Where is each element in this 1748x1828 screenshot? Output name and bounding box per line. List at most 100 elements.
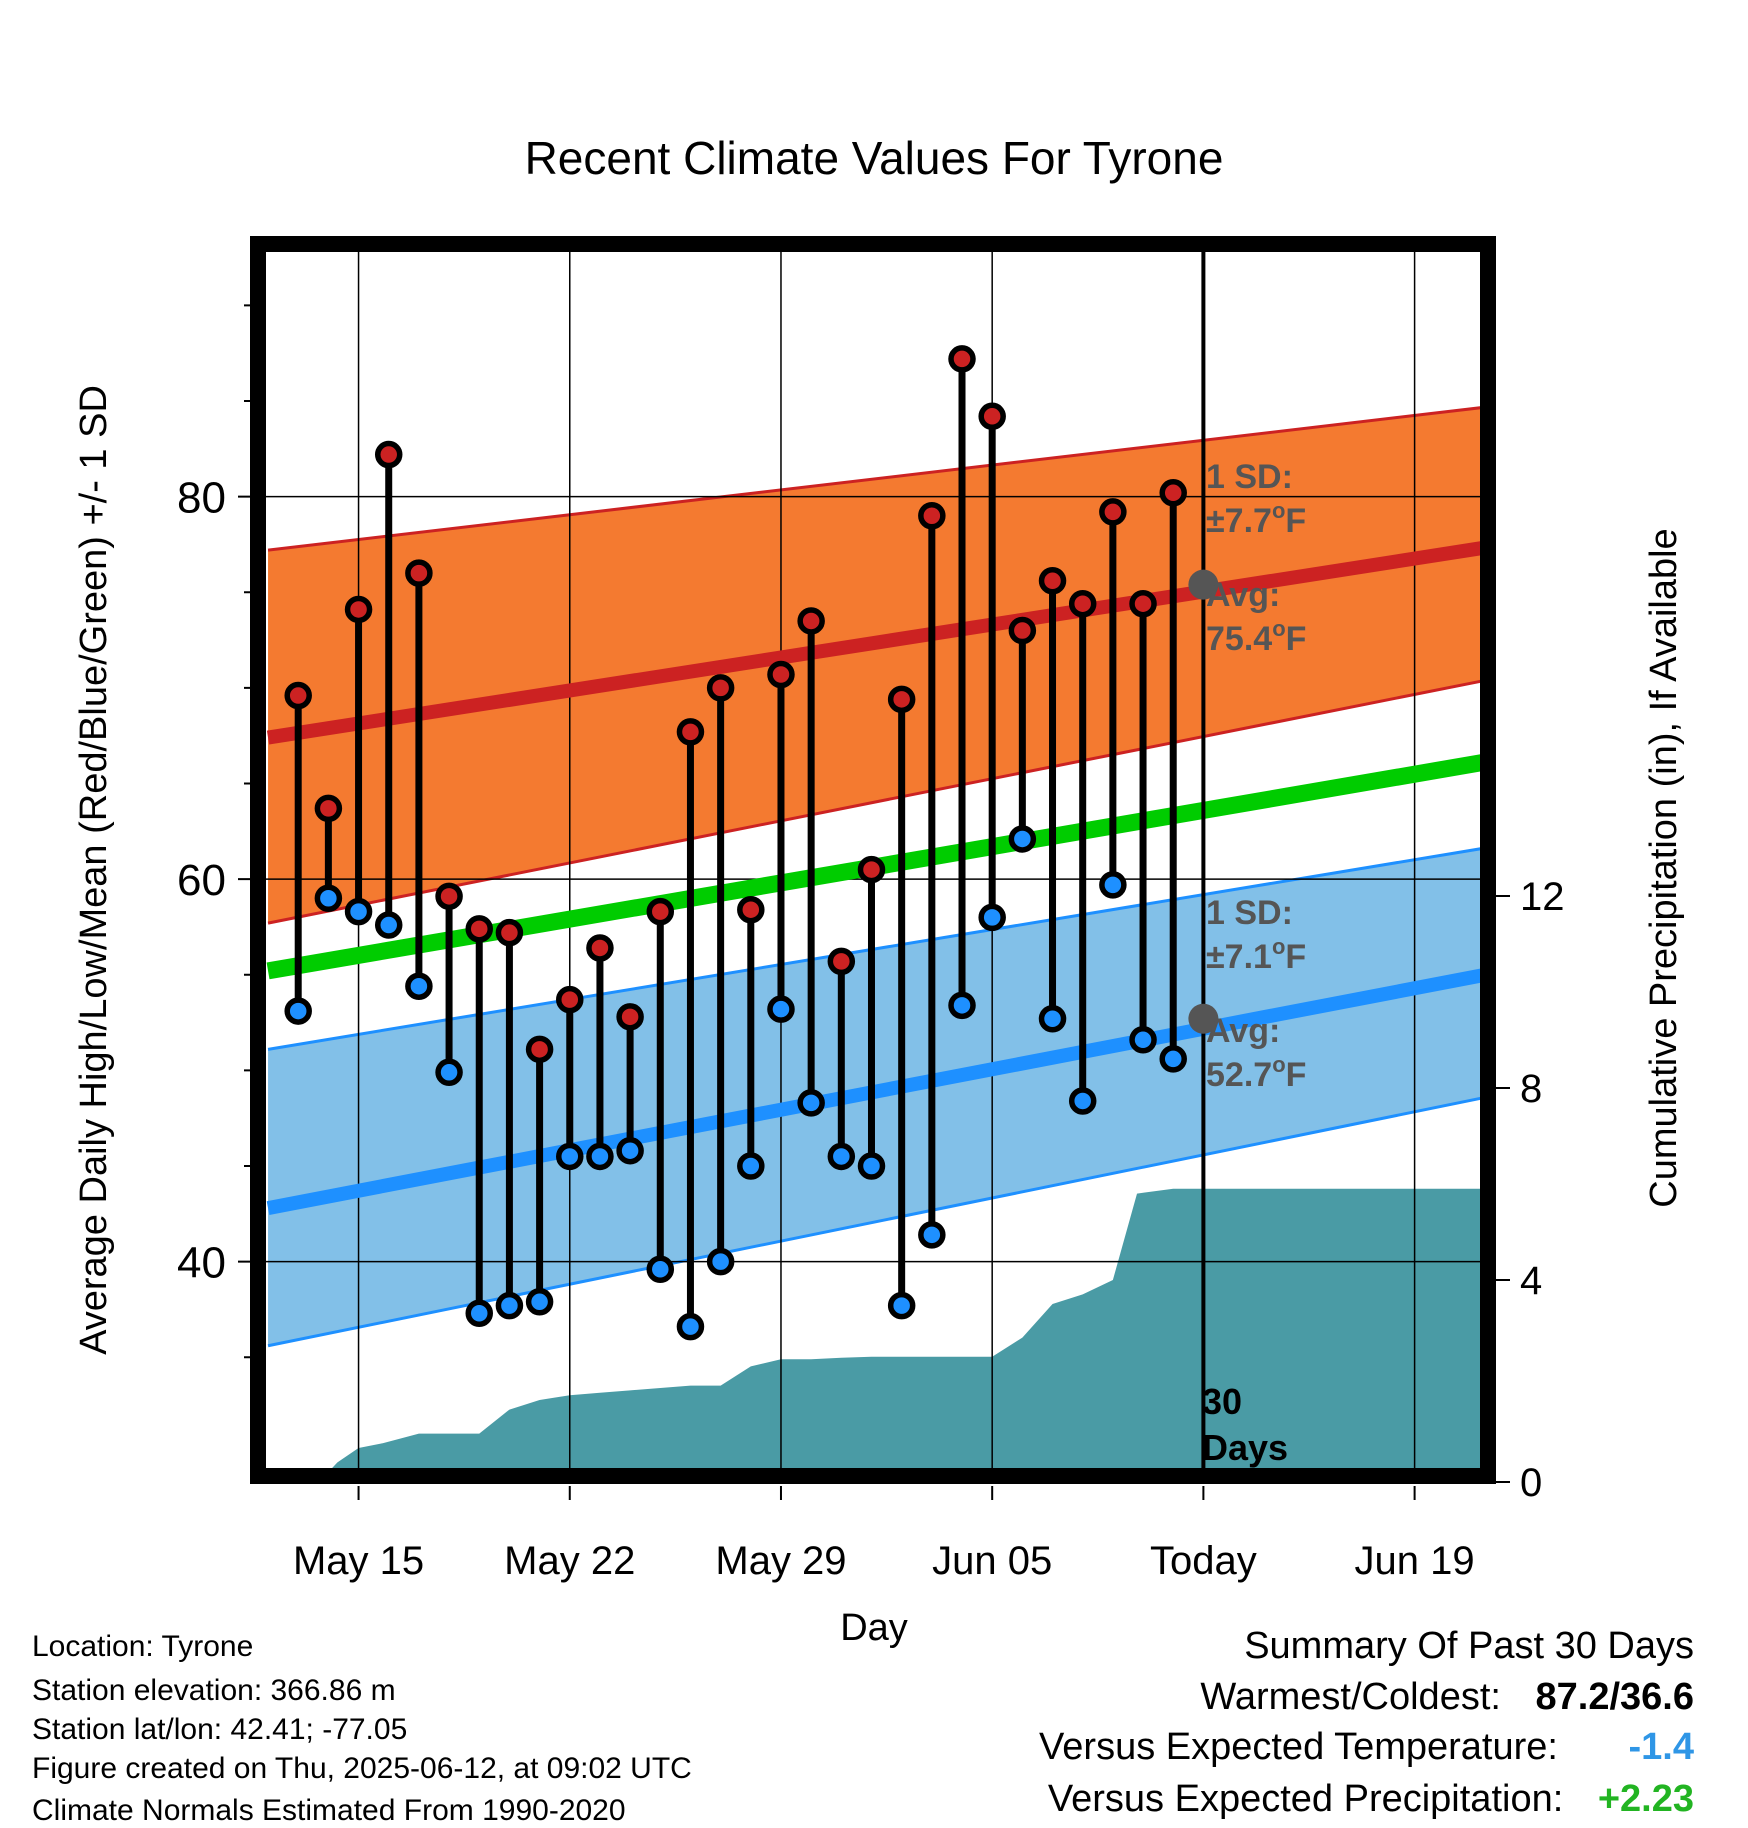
daily-high-point — [435, 882, 463, 911]
summary-precip-label: Versus Expected Precipitation: — [1047, 1778, 1564, 1820]
low-normal-line — [266, 967, 1484, 1215]
daily-low-point — [1129, 1026, 1157, 1054]
x-tick-label: May 15 — [293, 1539, 424, 1583]
high-annotation: 1 SD: ±7.7oF Avg: 75.4oF — [1206, 458, 1306, 658]
daily-low-point — [556, 1142, 584, 1171]
high-band-upper-edge — [267, 405, 1484, 552]
summary-precip: Versus Expected Precipitation: +2.23 — [1048, 1780, 1694, 1818]
info-created: Figure created on Thu, 2025-06-12, at 09… — [32, 1752, 692, 1785]
daily-high-point — [676, 718, 705, 746]
daily-high-point — [827, 947, 856, 976]
daily-high-point — [706, 674, 735, 702]
daily-low-point — [586, 1142, 614, 1171]
y-axis-ticks: 40 60 80 — [177, 304, 252, 1359]
daily-low-point — [857, 1152, 886, 1180]
daily-low-point — [827, 1142, 856, 1171]
daily-high-point — [586, 934, 614, 962]
daily-low-point — [405, 972, 433, 1000]
x-tick-label: May 22 — [504, 1539, 635, 1583]
daily-high-point — [1008, 616, 1037, 645]
x-tick-label: Today — [1150, 1539, 1257, 1583]
daily-high-point — [918, 502, 946, 530]
summary-warmest-value: 87.2/36.6 — [1535, 1676, 1694, 1718]
high-sd-label: 1 SD: — [1206, 458, 1293, 496]
high-sd-band — [268, 407, 1484, 924]
high-band-lower-edge — [267, 679, 1484, 925]
daily-low-point — [676, 1312, 705, 1341]
y-tick-label: 40 — [177, 1239, 226, 1288]
daily-high-point — [1129, 589, 1157, 618]
summary-temp: Versus Expected Temperature: -1.4 — [1039, 1728, 1694, 1766]
daily-low-point — [706, 1247, 735, 1276]
daily-low-point — [646, 1255, 675, 1284]
daily-low-point — [374, 911, 403, 939]
daily-low-point — [1038, 1004, 1067, 1033]
info-latlon: Station lat/lon: 42.41; -77.05 — [32, 1713, 408, 1746]
daily-low-point — [767, 995, 795, 1023]
daily-high-point — [1038, 567, 1067, 595]
x-tick-label: Jun 05 — [932, 1539, 1052, 1583]
daily-low-point — [978, 903, 1006, 932]
daily-high-point — [405, 559, 433, 587]
daily-high-point — [887, 685, 916, 714]
x-tick-label: Jun 19 — [1355, 1539, 1475, 1583]
plot-frame — [250, 236, 1496, 1484]
daily-range-bars — [284, 345, 1187, 1341]
info-normals: Climate Normals Estimated From 1990-2020 — [32, 1794, 626, 1827]
daily-high-point — [374, 440, 403, 469]
high-sd-value: ±7.7oF — [1206, 498, 1306, 540]
daily-low-point — [435, 1058, 463, 1087]
daily-high-point — [344, 595, 373, 624]
daily-high-point — [495, 918, 524, 947]
low-sd-value: ±7.1oF — [1206, 934, 1306, 976]
daily-high-point — [284, 681, 312, 710]
daily-high-point — [616, 1003, 644, 1031]
daily-high-point — [1068, 589, 1097, 618]
daily-low-point — [1099, 871, 1127, 899]
low-avg-value: 52.7oF — [1206, 1052, 1306, 1094]
summary-temp-label: Versus Expected Temperature: — [1039, 1726, 1558, 1768]
high-avg-label: Avg: — [1206, 576, 1280, 614]
daily-low-point — [1068, 1087, 1097, 1115]
daily-high-point — [465, 915, 493, 943]
info-elevation: Station elevation: 366.86 m — [32, 1674, 396, 1707]
daily-high-point — [1159, 479, 1187, 507]
low-avg-label: Avg: — [1206, 1012, 1280, 1050]
summary-warmest-label: Warmest/Coldest: — [1200, 1676, 1501, 1718]
today-high-avg-marker — [1188, 569, 1219, 600]
daily-high-point — [767, 660, 795, 689]
y-tick-label: 80 — [177, 474, 226, 523]
low-sd-label: 1 SD: — [1206, 894, 1293, 932]
today-low-avg-marker — [1188, 1003, 1219, 1034]
daily-high-point — [556, 985, 584, 1014]
daily-low-point — [344, 897, 373, 926]
info-location: Location: Tyrone — [32, 1630, 254, 1663]
daily-high-point — [314, 794, 343, 823]
daily-high-point — [1099, 498, 1127, 526]
y-tick-label: 60 — [177, 856, 226, 905]
y2-tick-label: 4 — [1520, 1259, 1542, 1303]
daily-high-point — [737, 895, 765, 924]
x-axis-label: Day — [840, 1607, 908, 1649]
precipitation-area — [328, 1188, 1484, 1472]
high-avg-value: 75.4oF — [1206, 616, 1306, 658]
y2-tick-label: 12 — [1520, 875, 1565, 919]
summary-temp-value: -1.4 — [1628, 1726, 1694, 1768]
y2-tick-label: 8 — [1520, 1067, 1542, 1111]
low-annotation: 1 SD: ±7.1oF Avg: 52.7oF — [1206, 894, 1306, 1094]
window-label-number: 30 — [1202, 1381, 1242, 1422]
high-normal-line — [266, 540, 1484, 745]
daily-low-point — [465, 1299, 493, 1328]
daily-high-point — [646, 897, 675, 926]
daily-low-point — [948, 991, 976, 1020]
daily-low-point — [284, 997, 312, 1025]
chart-title: Recent Climate Values For Tyrone — [525, 132, 1224, 184]
summary-title: Summary Of Past 30 Days — [1244, 1625, 1694, 1667]
y2-tick-label: 0 — [1520, 1461, 1542, 1505]
daily-high-point — [857, 855, 886, 884]
daily-low-point — [1159, 1045, 1187, 1073]
y2-axis-ticks: 0 4 8 12 — [1496, 875, 1565, 1505]
daily-high-point — [525, 1035, 554, 1064]
summary-precip-value: +2.23 — [1597, 1778, 1694, 1820]
